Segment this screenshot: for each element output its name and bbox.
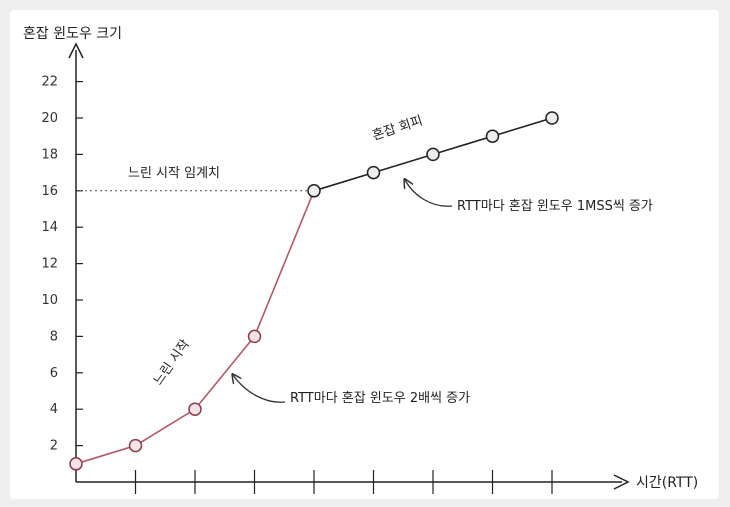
series-1-point xyxy=(307,184,321,198)
y-tick-label: 4 xyxy=(50,402,58,417)
y-tick-label: 6 xyxy=(50,366,58,381)
y-tick-label: 20 xyxy=(41,111,58,126)
linear-note-arrow xyxy=(405,180,453,207)
chart-panel xyxy=(10,10,719,499)
series-0-line xyxy=(75,190,315,465)
exponential-note-arrow xyxy=(233,375,286,403)
y-axis-title: 혼잡 윈도우 크기 xyxy=(23,26,122,42)
x-ticks xyxy=(134,470,553,494)
y-tick-label: 18 xyxy=(41,147,58,162)
axes: 혼잡 윈도우 크기 시간(RTT) xyxy=(23,26,698,491)
x-axis-title: 시간(RTT) xyxy=(636,475,698,491)
y-tick-label: 8 xyxy=(50,329,58,344)
threshold-label: 느린 시작 임계치 xyxy=(128,166,220,181)
slow-start-label: 느린 시작 xyxy=(151,337,193,388)
series-0-point xyxy=(69,457,83,471)
linear-note: RTT마다 혼잡 윈도우 1MSS씩 증가 xyxy=(457,199,653,214)
series-1-point xyxy=(426,147,440,162)
series-1-point xyxy=(366,165,381,180)
y-ticks: 2 4 6 8 10 12 14 16 18 20 22 xyxy=(41,75,83,454)
y-tick-label: 10 xyxy=(41,293,58,308)
series-1-point xyxy=(485,129,500,143)
series-1-point xyxy=(545,111,559,125)
y-tick-label: 14 xyxy=(41,220,58,235)
y-tick-label: 2 xyxy=(50,439,58,454)
series-points xyxy=(69,111,559,471)
y-axis-arrow xyxy=(68,42,84,59)
y-tick-label: 16 xyxy=(41,184,58,199)
series-0-point xyxy=(188,402,202,416)
congestion-avoidance-label: 혼잡 회피 xyxy=(371,113,425,143)
y-tick-label: 12 xyxy=(41,257,58,272)
exponential-note: RTT마다 혼잡 윈도우 2배씩 증가 xyxy=(290,391,470,406)
series-0-point xyxy=(128,438,143,453)
y-tick-label: 22 xyxy=(41,75,58,90)
series-0-point xyxy=(247,329,262,344)
x-axis-arrow xyxy=(613,474,630,490)
